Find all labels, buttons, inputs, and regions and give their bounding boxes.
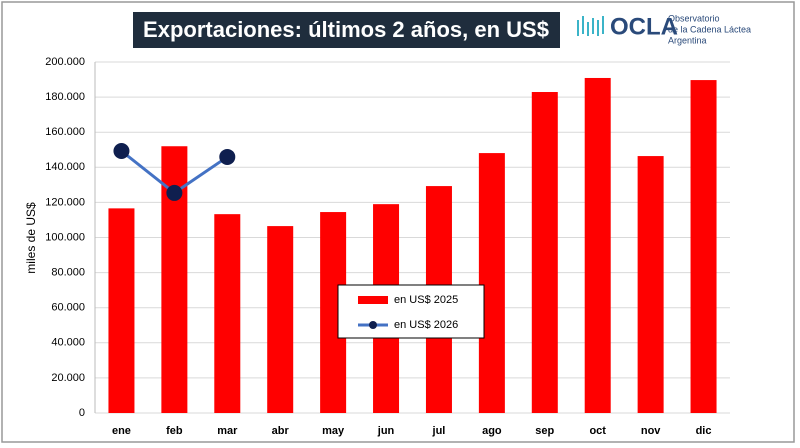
logo-name: OCLA [610,13,678,40]
bar [584,77,611,414]
logo-icon [577,16,604,36]
y-tick-label: 180.000 [45,91,85,103]
marker [113,142,130,159]
y-tick-label: 160.000 [45,126,85,138]
logo-line: Argentina [668,35,707,45]
bar [478,153,505,413]
y-tick-label: 200.000 [45,56,85,68]
x-tick-label: nov [641,425,661,437]
x-tick-label: sep [535,425,554,437]
legend-box [337,284,485,339]
chart-title: Exportaciones: últimos 2 años, en US$ [143,17,549,42]
y-tick-label: 140.000 [45,161,85,173]
x-tick-label: may [322,425,345,437]
legend-label: en US$ 2025 [394,294,458,306]
y-tick-label: 120.000 [45,196,85,208]
bar [267,226,294,413]
x-tick-label: jul [432,425,446,437]
title-box [133,12,560,48]
bar [690,80,717,413]
x-tick-label: ago [482,425,502,437]
legend-label: en US$ 2026 [394,319,458,331]
x-tick-label: oct [589,425,606,437]
x-tick-label: jun [377,425,395,437]
logo-line: Observatorio [668,13,720,23]
legend-swatch [358,296,388,304]
x-tick-label: ene [112,425,131,437]
legend-marker [369,321,377,329]
marker [166,184,183,201]
bar [531,92,558,413]
marker [219,148,236,165]
x-tick-label: mar [217,425,238,437]
logo-line: de la Cadena Láctea [668,24,751,34]
y-tick-label: 100.000 [45,231,85,243]
bar [214,214,241,413]
x-tick-label: feb [166,425,183,437]
y-tick-label: 20.000 [51,372,85,384]
y-tick-label: 0 [79,407,85,419]
y-tick-label: 60.000 [51,302,85,314]
y-tick-label: 80.000 [51,267,85,279]
y-axis-label: miles de US$ [24,202,38,274]
y-tick-label: 40.000 [51,337,85,349]
bar [108,208,135,413]
bar [637,156,664,413]
x-tick-label: abr [272,425,290,437]
x-tick-label: dic [696,425,712,437]
